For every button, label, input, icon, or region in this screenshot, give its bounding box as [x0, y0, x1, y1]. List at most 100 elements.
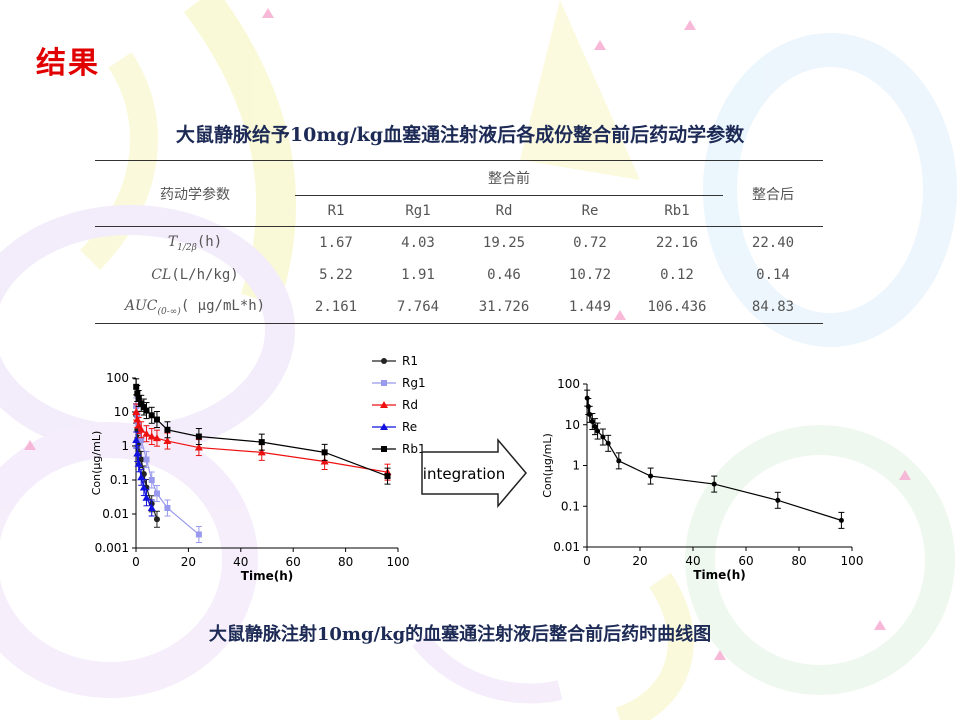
- data-point: [153, 516, 160, 523]
- table-cell: 5.22: [319, 267, 353, 283]
- data-point: [163, 437, 172, 445]
- param-header: 药动学参数: [95, 160, 295, 227]
- component-header: Rb1: [631, 195, 723, 227]
- component-header: Rg1: [377, 195, 459, 227]
- data-point: [152, 434, 161, 442]
- legend-label: Re: [402, 420, 417, 434]
- data-point: [135, 395, 142, 402]
- y-tick-label: 0.1: [561, 499, 580, 513]
- data-point: [195, 531, 202, 538]
- param-subscript: (0-∞): [157, 306, 181, 317]
- data-point: [616, 458, 622, 464]
- series: [133, 378, 391, 485]
- param-name: T: [167, 233, 178, 250]
- data-point: [600, 434, 606, 440]
- param-unit: (h): [196, 233, 223, 250]
- param-name: CL: [151, 267, 172, 283]
- data-point: [148, 412, 155, 419]
- y-tick-label: 1: [121, 439, 129, 453]
- legend-label: Rb1: [402, 442, 426, 456]
- data-point: [134, 421, 143, 429]
- data-point: [137, 473, 146, 481]
- data-point: [137, 425, 146, 433]
- x-tick-label: 80: [791, 554, 806, 568]
- data-point: [142, 429, 151, 437]
- table-row: T1/2β(h) 1.67 4.03 19.25 0.72 22.16 22.4…: [95, 227, 823, 260]
- data-point: [134, 390, 141, 397]
- y-tick-label: 10: [565, 418, 580, 432]
- arrow-shape: [421, 438, 527, 508]
- data-point: [143, 456, 150, 463]
- data-point: [257, 448, 266, 456]
- data-point: [133, 383, 140, 390]
- component-header: R1: [295, 195, 377, 227]
- series: [132, 431, 156, 517]
- data-point: [838, 517, 844, 523]
- x-tick-label: 40: [685, 554, 700, 568]
- table-cell: 22.16: [655, 235, 699, 251]
- data-point: [153, 416, 160, 423]
- y-axis-label: Con(μg/mL): [541, 433, 554, 498]
- x-tick-label: 100: [387, 555, 410, 569]
- data-point: [147, 504, 156, 512]
- component-header: Rd: [459, 195, 549, 227]
- chart-after-integration: 0.01 0.1 1 10 100 0 20 40 60 80 100 Time(h) Con(μg/m…: [541, 377, 863, 582]
- y-tick-label: 10: [114, 405, 129, 419]
- series-line: [135, 386, 388, 477]
- x-tick-label: 0: [583, 554, 591, 568]
- table-cell: 0.12: [660, 267, 694, 283]
- legend-marker: [381, 380, 387, 386]
- legend-marker: [380, 423, 388, 430]
- component-header: Re: [549, 195, 631, 227]
- data-point: [134, 459, 143, 467]
- chart-before-integration: 0.001 0.01 0.1 1 10 100 0 20 40 60 80 100 Time(h) Con…: [90, 354, 426, 583]
- y-tick-label: 0.01: [553, 540, 580, 554]
- param-name: AUC: [124, 297, 158, 314]
- param-unit: (L/h/kg): [171, 267, 239, 283]
- arrow-label: integration: [423, 465, 505, 483]
- data-point: [138, 400, 145, 407]
- data-point: [139, 483, 148, 491]
- y-tick-label: 100: [106, 371, 129, 385]
- table-cell: 0.14: [756, 267, 790, 283]
- data-point: [147, 432, 156, 440]
- x-tick-label: 20: [181, 555, 196, 569]
- x-tick-label: 80: [338, 555, 353, 569]
- x-axis-label: Time(h): [241, 569, 293, 583]
- data-point: [775, 497, 781, 503]
- table-cell: 1.91: [401, 267, 435, 283]
- data-point: [143, 407, 150, 414]
- data-point: [148, 477, 155, 483]
- x-tick-label: 60: [738, 554, 753, 568]
- legend-label: Rg1: [402, 376, 426, 390]
- pk-parameter-table: 药动学参数 整合前 整合后 R1 Rg1 Rd Re Rb1 T1/2β(h) …: [95, 160, 823, 324]
- data-point: [605, 440, 611, 446]
- data-point: [589, 419, 595, 425]
- table-cell: 1.449: [549, 291, 631, 324]
- series: [584, 389, 845, 529]
- data-point: [195, 433, 202, 440]
- data-point: [142, 493, 151, 501]
- y-tick-label: 100: [557, 377, 580, 391]
- data-point: [592, 424, 598, 430]
- table-cell: 4.03: [401, 235, 435, 251]
- data-point: [133, 415, 142, 423]
- before-header: 整合前: [295, 160, 723, 196]
- x-axis-label: Time(h): [693, 568, 745, 582]
- data-point: [132, 436, 141, 444]
- data-point: [194, 443, 203, 451]
- legend-label: R1: [402, 354, 418, 368]
- section-heading: 结果: [36, 46, 100, 81]
- table-cell: 22.40: [751, 235, 795, 251]
- legend-marker: [381, 358, 387, 364]
- param-unit: ( μg/mL*h): [180, 297, 266, 314]
- data-point: [587, 411, 593, 417]
- data-point: [711, 481, 717, 487]
- table-cell: 10.72: [568, 267, 612, 283]
- table-cell: 106.436: [631, 291, 723, 324]
- data-point: [320, 457, 329, 465]
- data-point: [384, 473, 391, 480]
- data-point: [164, 505, 171, 512]
- x-tick-label: 40: [233, 555, 248, 569]
- x-tick-label: 60: [286, 555, 301, 569]
